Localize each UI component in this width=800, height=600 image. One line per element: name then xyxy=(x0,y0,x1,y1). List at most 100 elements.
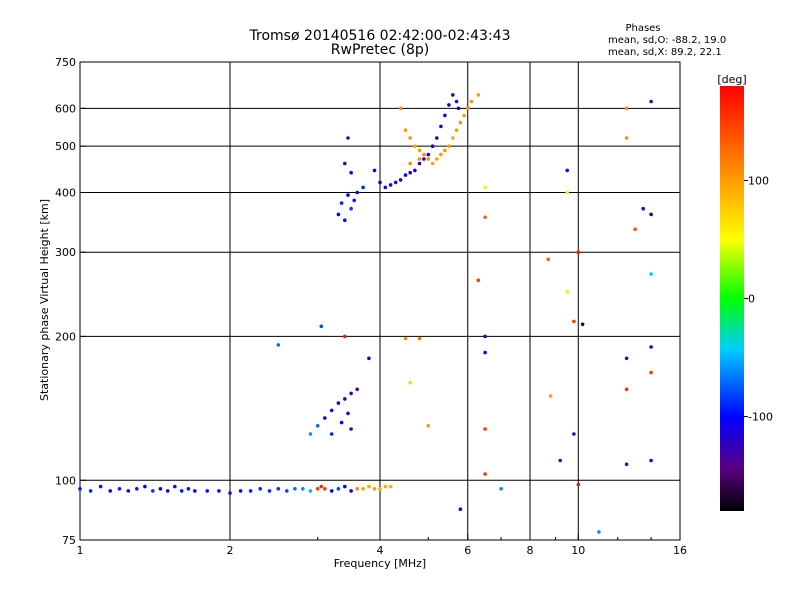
data-point xyxy=(439,152,443,157)
y-tick-label: 400 xyxy=(55,186,76,199)
data-point xyxy=(597,530,601,534)
data-point xyxy=(301,487,305,491)
data-point xyxy=(329,489,334,493)
data-point xyxy=(483,427,487,431)
data-point xyxy=(258,487,263,491)
data-point xyxy=(343,334,347,339)
data-point xyxy=(435,136,439,140)
data-point xyxy=(88,489,93,493)
data-point xyxy=(456,106,461,111)
data-point xyxy=(580,322,585,327)
data-point xyxy=(649,99,653,104)
y-tick-label: 100 xyxy=(55,474,76,487)
data-point xyxy=(624,387,629,392)
data-point xyxy=(469,99,474,104)
data-point xyxy=(361,185,365,190)
stats-line-o: mean, sd,O: -88.2, 19.0 xyxy=(608,35,726,46)
data-point xyxy=(398,106,403,111)
y-axis-label: Stationary phase Virtual Height [km] xyxy=(38,199,51,401)
stats-heading: Phases xyxy=(625,23,660,34)
data-point xyxy=(319,484,324,489)
data-point xyxy=(98,484,103,489)
data-point xyxy=(565,190,569,195)
data-point xyxy=(329,432,334,436)
x-axis-label: Frequency [MHz] xyxy=(334,557,426,570)
data-point xyxy=(483,334,487,339)
data-point xyxy=(403,336,408,341)
data-point xyxy=(649,212,653,217)
data-point xyxy=(558,458,562,463)
data-point xyxy=(135,487,139,491)
data-point xyxy=(346,193,350,197)
data-point xyxy=(339,201,344,205)
data-point xyxy=(417,161,422,166)
data-point xyxy=(372,487,377,491)
data-point xyxy=(293,487,297,491)
data-point xyxy=(403,128,408,132)
data-point xyxy=(285,489,289,493)
data-point xyxy=(361,487,365,491)
x-tick-label: 1 xyxy=(77,544,84,557)
data-point xyxy=(649,458,653,463)
stats-line-x: mean, sd,X: 89.2, 22.1 xyxy=(608,47,722,58)
data-point xyxy=(435,157,439,161)
data-point xyxy=(367,356,371,361)
data-point xyxy=(343,397,347,401)
data-point xyxy=(633,227,637,232)
data-point xyxy=(346,136,350,140)
data-point xyxy=(343,218,347,222)
data-point xyxy=(417,157,422,161)
data-point xyxy=(426,424,431,428)
data-point xyxy=(349,427,353,431)
y-tick-label: 500 xyxy=(55,140,76,153)
data-point xyxy=(336,401,341,405)
y-tick-label: 200 xyxy=(55,330,76,343)
y-tick-label: 75 xyxy=(62,534,76,547)
data-point xyxy=(576,250,581,254)
data-point xyxy=(349,391,353,396)
data-point xyxy=(476,278,481,283)
data-point xyxy=(78,487,82,491)
data-point xyxy=(205,489,209,493)
data-point xyxy=(499,487,503,491)
data-point xyxy=(238,489,243,493)
data-point xyxy=(413,144,417,148)
data-point xyxy=(462,113,466,118)
data-point xyxy=(343,484,347,489)
data-point xyxy=(483,215,487,220)
data-point xyxy=(388,183,393,187)
data-point xyxy=(336,212,341,217)
colorbar-tick-label: 100 xyxy=(748,174,769,187)
data-point xyxy=(315,424,320,428)
data-point xyxy=(408,161,413,166)
data-point xyxy=(447,144,451,148)
data-point xyxy=(426,152,431,157)
colorbar-ticks: 100 0 -100 xyxy=(744,174,773,424)
data-point xyxy=(383,484,388,489)
data-point xyxy=(117,487,122,491)
data-point xyxy=(393,180,398,185)
data-point xyxy=(308,489,313,493)
data-point xyxy=(343,161,347,166)
data-point xyxy=(228,491,232,495)
data-point xyxy=(565,168,569,173)
x-axis-ticks: 1 2 4 6 8 10 16 xyxy=(77,534,687,557)
data-point xyxy=(349,489,353,493)
data-point xyxy=(454,128,459,132)
data-point xyxy=(248,489,253,493)
data-point xyxy=(349,170,353,175)
data-point xyxy=(483,350,487,355)
colorbar-tick-label: -100 xyxy=(748,411,773,424)
chart-subtitle: RwPretec (8p) xyxy=(331,42,429,58)
data-point xyxy=(458,507,463,512)
x-tick-label: 2 xyxy=(227,544,234,557)
y-tick-label: 300 xyxy=(55,246,76,259)
data-point xyxy=(451,136,455,140)
chart-title: Tromsø 20140516 02:42:00-02:43:43 xyxy=(249,28,511,44)
data-point xyxy=(439,124,443,129)
data-point xyxy=(315,487,320,491)
data-point xyxy=(319,324,324,329)
data-point xyxy=(217,489,221,493)
data-point xyxy=(565,289,569,294)
